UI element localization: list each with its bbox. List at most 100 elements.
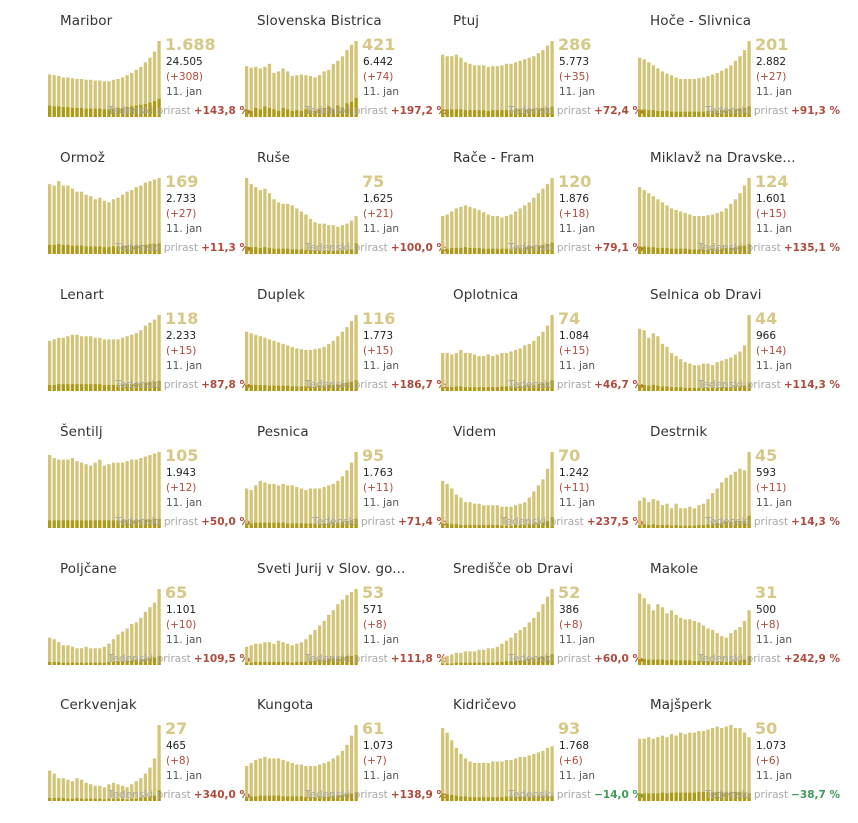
chart-bar [120, 77, 125, 117]
chart-bar [79, 779, 84, 801]
sparkline-chart [48, 315, 161, 391]
chart-bar [157, 452, 161, 528]
chart-bar [299, 211, 303, 254]
chart-bar-new [322, 659, 326, 665]
municipality-name: Lenart [60, 287, 104, 303]
chart-bar [249, 333, 253, 391]
chart-bar-new [472, 524, 477, 528]
chart-bar [518, 348, 522, 391]
chart-bar-new [491, 524, 495, 528]
chart-bar [70, 646, 75, 665]
chart-bar [683, 79, 687, 117]
chart-bar [647, 193, 651, 254]
chart-bar [272, 483, 276, 528]
chart-bar-new [331, 795, 335, 801]
chart-bar-new [157, 381, 161, 391]
chart-bar [340, 599, 345, 665]
chart-bar-new [482, 248, 486, 254]
total-cases-value: 1.101 [166, 604, 197, 616]
chart-bar [276, 640, 281, 665]
chart-bar-new [683, 248, 687, 254]
chart-bar [93, 462, 97, 528]
chart-bar-new [295, 249, 299, 254]
chart-bar [295, 208, 299, 254]
daily-change-value: (+15) [166, 345, 197, 357]
weekly-growth: Tedenski prirast +111,8 % [305, 653, 447, 665]
last-date-label: 11. jan [756, 497, 793, 509]
chart-bar [98, 785, 102, 801]
sparkline-chart [245, 315, 358, 391]
chart-bar-new [638, 384, 642, 391]
chart-bar [710, 74, 715, 117]
chart-bar [500, 353, 504, 391]
municipality-panel: Hoče - Slivnica 201 2.882 (+27) 11. jan Teden… [638, 13, 840, 138]
last-date-label: 11. jan [166, 770, 203, 782]
chart-bar-new [299, 249, 303, 254]
chart-bar-new [509, 796, 513, 801]
chart-bar [669, 610, 674, 665]
chart-bar-new [651, 793, 655, 801]
chart-bar [125, 787, 129, 801]
chart-bar-new [48, 244, 52, 254]
weekly-growth: Tedenski prirast +50,0 % [115, 516, 250, 528]
chart-bar-new [674, 387, 678, 391]
chart-bar-new [52, 244, 56, 254]
chart-bar-new [504, 110, 509, 117]
chart-bar [724, 68, 728, 117]
chart-bar [513, 505, 518, 528]
chart-bar [715, 633, 719, 665]
chart-bar-new [354, 791, 358, 801]
weekly-growth-value: +242,9 % [783, 653, 840, 665]
chart-bar [354, 589, 358, 665]
chart-bar-new [276, 385, 281, 391]
chart-bar-new [61, 797, 65, 801]
chart-bar-new [642, 658, 646, 665]
municipality-name: Sveti Jurij v Slov. go... [257, 561, 406, 577]
chart-bar [308, 349, 313, 391]
chart-bar [336, 604, 340, 665]
chart-bar [642, 330, 646, 391]
total-cases-value: 2.233 [166, 330, 197, 342]
daily-change-value: (+21) [363, 208, 394, 220]
chart-bar [468, 761, 472, 801]
chart-bar-new [441, 523, 445, 528]
last-date-label: 11. jan [559, 86, 596, 98]
weekly-growth-value: −38,7 % [791, 789, 840, 801]
daily-change-value: (+11) [559, 482, 590, 494]
chart-bar [304, 349, 308, 391]
chart-bar-new [710, 791, 715, 801]
chart-bar-new [468, 387, 472, 391]
chart-bar-new [340, 250, 345, 254]
chart-bar [660, 505, 665, 528]
chart-bar-new [523, 659, 527, 665]
chart-bar [541, 188, 545, 254]
chart-bar-new [486, 387, 490, 391]
chart-bar-new [701, 661, 706, 665]
chart-bar [674, 356, 678, 391]
chart-bar-new [532, 658, 536, 665]
chart-bar-new [688, 525, 692, 528]
chart-bar-new [701, 387, 706, 391]
chart-bar [738, 56, 742, 117]
chart-bar [482, 763, 486, 801]
chart-bar-new [61, 384, 65, 391]
chart-bar-new [509, 248, 513, 254]
chart-bar [450, 488, 454, 528]
chart-bar [254, 643, 258, 665]
chart-bar [441, 480, 445, 528]
chart-bar-new [647, 110, 651, 117]
municipality-name: Šentilj [60, 424, 103, 440]
chart-bar-new [299, 796, 303, 801]
chart-bar-new [491, 662, 495, 665]
chart-bar [656, 737, 660, 801]
chart-bar-new [527, 109, 531, 117]
chart-bar [738, 468, 742, 528]
chart-bar-new [130, 798, 134, 801]
chart-bar [157, 725, 161, 801]
chart-bar-new [523, 385, 527, 391]
chart-bar-new [331, 658, 335, 665]
chart-bar-new [345, 794, 349, 801]
chart-bar-new [79, 520, 84, 528]
chart-bar [454, 353, 458, 391]
chart-bar-new [656, 524, 660, 528]
